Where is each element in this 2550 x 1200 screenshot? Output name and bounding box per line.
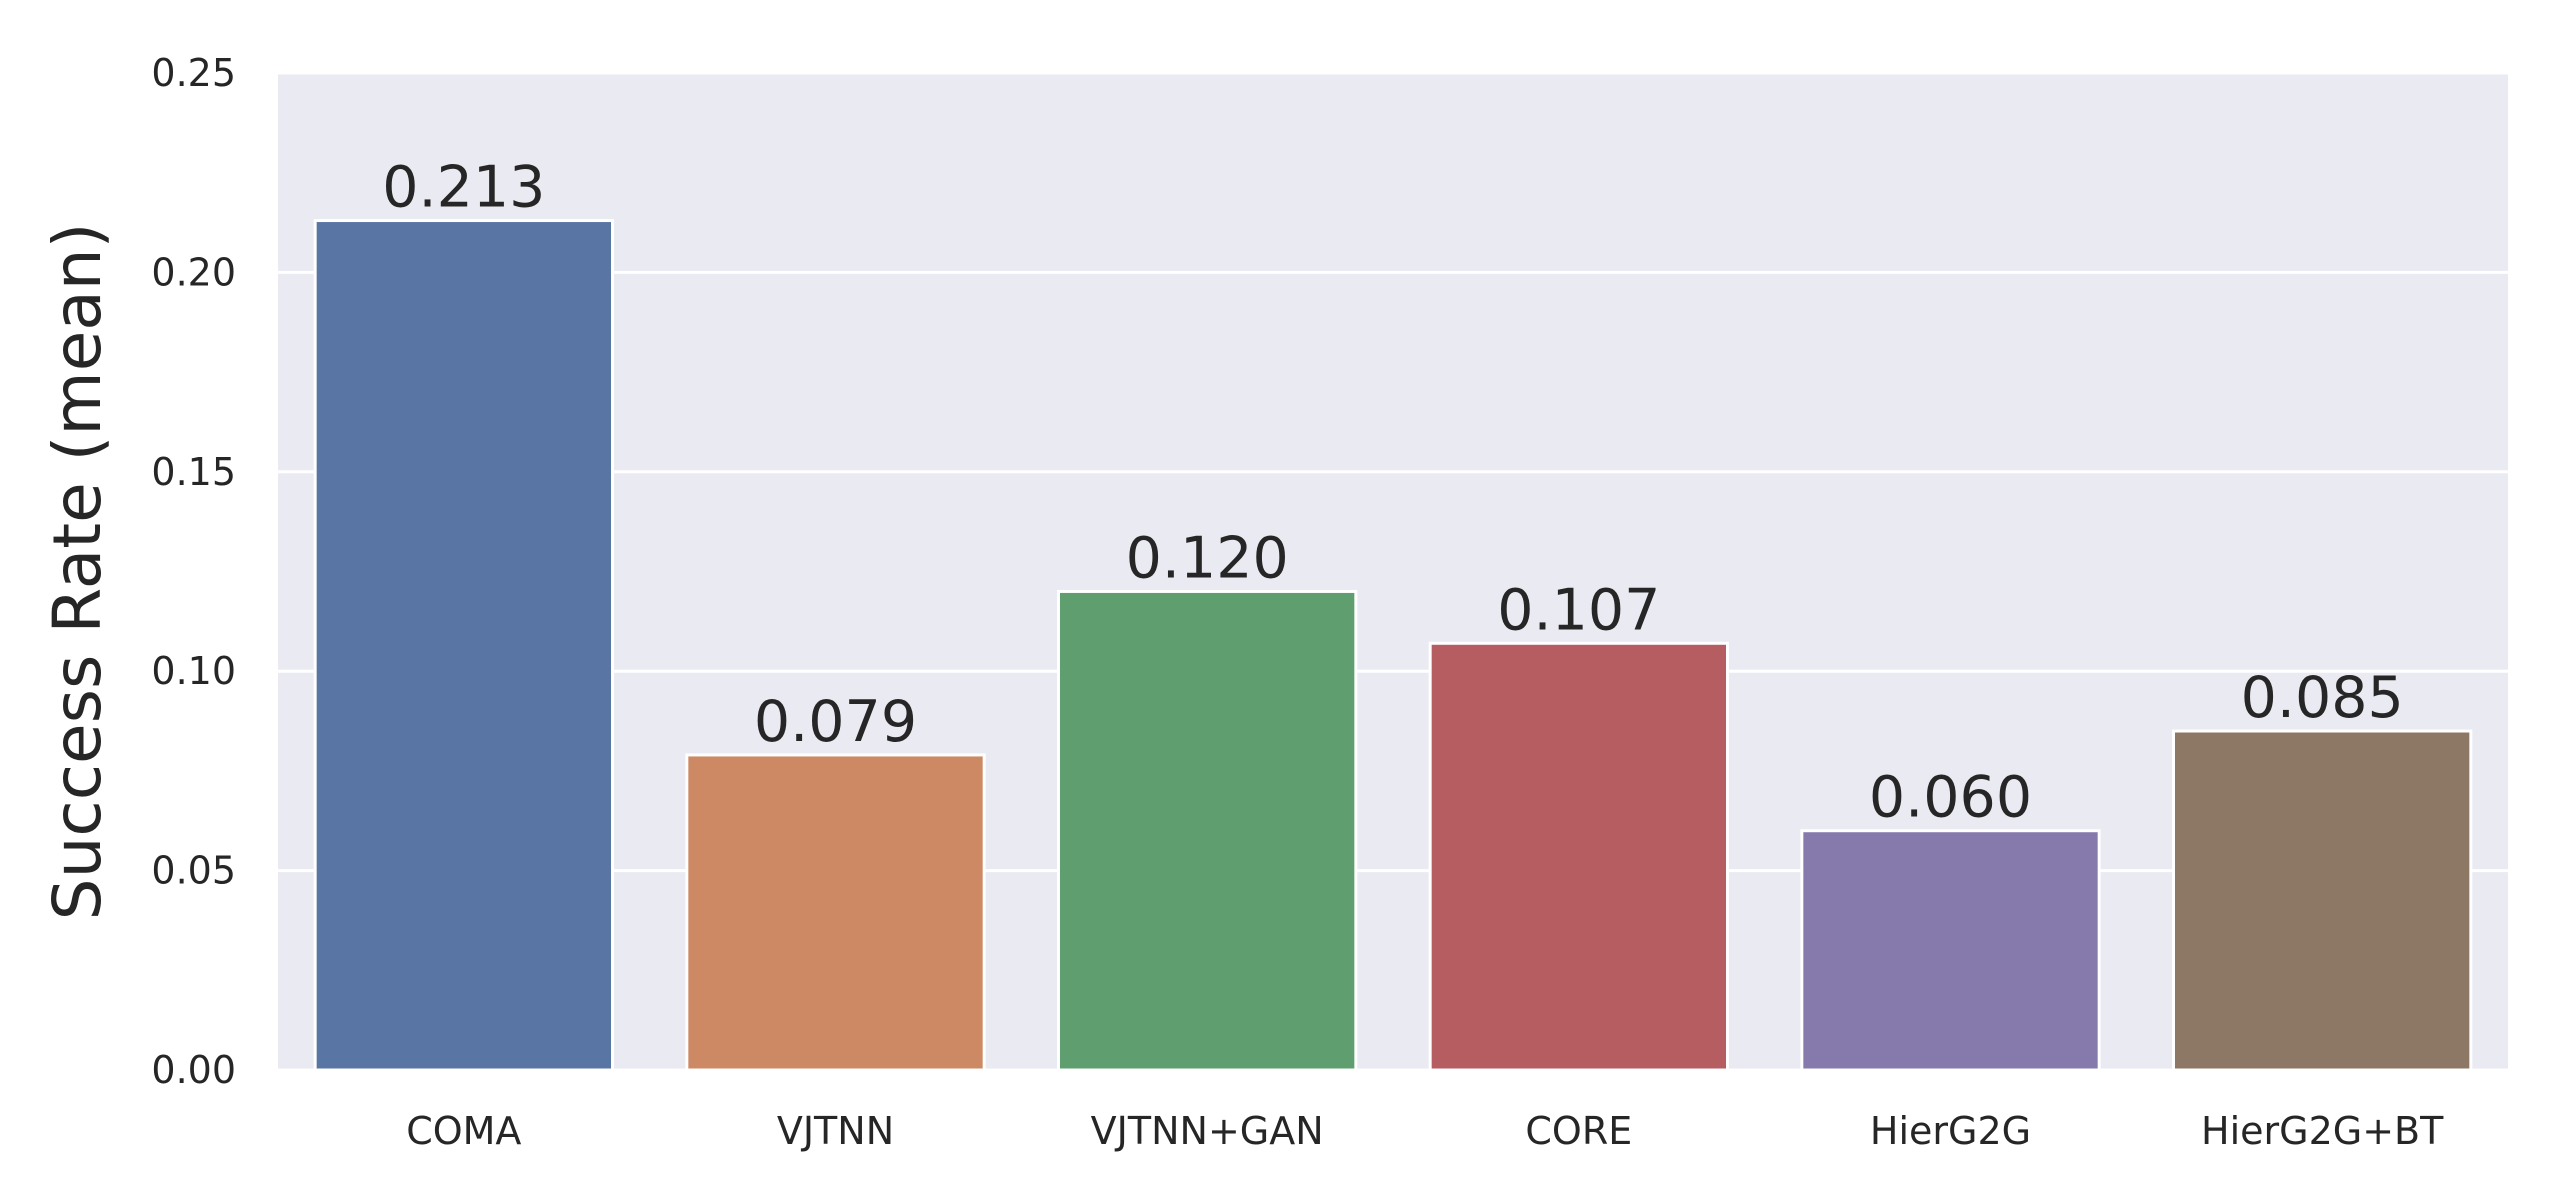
y-tick-label: 0.15	[151, 450, 236, 494]
bar	[313, 219, 614, 1072]
x-tick-label: HierG2G+BT	[2201, 1109, 2444, 1153]
x-tick-label: CORE	[1525, 1109, 1632, 1153]
x-tick-label: COMA	[406, 1109, 521, 1153]
bar-value-label: 0.107	[1497, 577, 1660, 643]
x-tick-label: HierG2G	[1870, 1109, 2031, 1153]
y-tick-label: 0.20	[151, 250, 236, 294]
bar-value-label: 0.120	[1126, 525, 1289, 591]
y-axis-title: Success Rate (mean)	[39, 223, 116, 921]
gridlines	[278, 71, 2508, 1072]
x-tick-labels: COMA VJTNN VJTNN+GAN CORE HierG2G HierG2G+BT	[406, 1109, 2444, 1153]
bar-value-labels: 0.213 0.079 0.120 0.107 0.060 0.085	[382, 155, 2404, 831]
bar-value-label: 0.079	[754, 689, 917, 755]
x-tick-label: VJTNN	[777, 1109, 894, 1153]
y-tick-label: 0.25	[151, 51, 236, 95]
x-tick-label: VJTNN+GAN	[1091, 1109, 1324, 1153]
bar	[2172, 729, 2473, 1072]
bar	[1428, 641, 1729, 1072]
bar	[1057, 589, 1358, 1072]
y-tick-label: 0.05	[151, 849, 236, 893]
bar	[1800, 829, 2101, 1072]
y-tick-labels: 0.00 0.05 0.10 0.15 0.20 0.25	[151, 51, 236, 1092]
bar-value-label: 0.213	[382, 155, 545, 221]
bars	[313, 219, 2473, 1072]
bar-value-label: 0.085	[2241, 665, 2404, 731]
bar	[685, 753, 986, 1072]
y-tick-label: 0.00	[151, 1048, 236, 1092]
y-tick-label: 0.10	[151, 649, 236, 693]
bar-value-label: 0.060	[1869, 765, 2032, 831]
plot-background	[278, 73, 2508, 1070]
